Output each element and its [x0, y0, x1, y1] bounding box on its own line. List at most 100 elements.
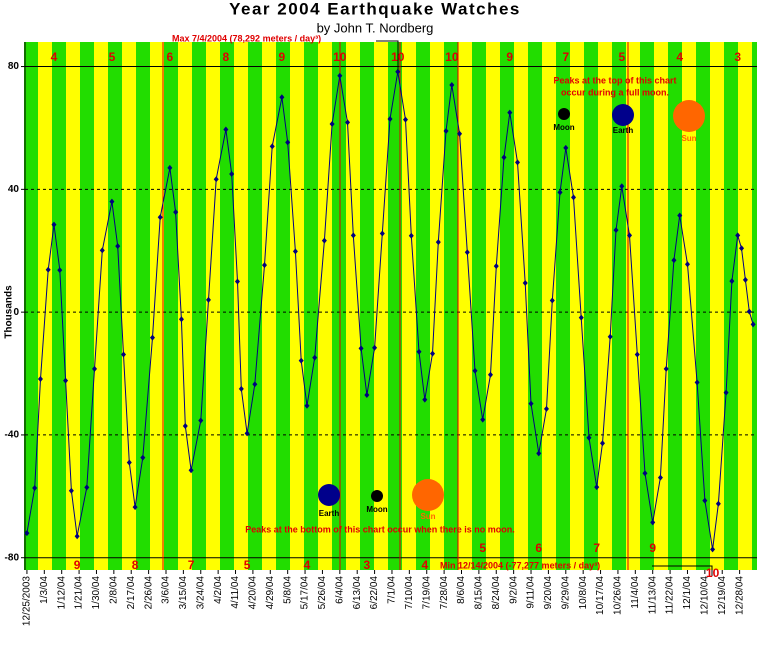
stripe	[52, 42, 66, 570]
sun-icon	[673, 100, 705, 132]
x-tick-label: 5/17/04	[300, 576, 311, 610]
stripe	[206, 42, 220, 570]
stripe	[374, 42, 388, 570]
data-point	[501, 154, 507, 161]
stripe	[122, 42, 136, 570]
data-point	[694, 379, 700, 386]
stripe	[738, 42, 752, 570]
data-point	[627, 232, 633, 239]
stripe	[682, 42, 696, 570]
bottom-note: Peaks at the bottom of this chart occur …	[245, 524, 515, 534]
max-note: Max 7/4/2004 (78,292 meters / day³)	[172, 33, 321, 43]
stripe	[402, 42, 416, 570]
x-tick-label: 2/26/04	[143, 576, 154, 610]
stripe	[38, 42, 52, 570]
stripe	[24, 42, 38, 570]
data-point	[149, 334, 155, 341]
stripe	[192, 42, 206, 570]
x-tick-label: 5/8/04	[282, 576, 293, 604]
top-note: Peaks at the top of this chart	[553, 75, 676, 85]
data-point	[515, 159, 521, 166]
full-moon-rating: 10	[333, 50, 347, 64]
stripe	[640, 42, 654, 570]
data-point	[229, 171, 235, 177]
data-point	[45, 266, 51, 273]
stripe	[710, 42, 724, 570]
data-point	[729, 278, 735, 285]
stripe	[570, 42, 584, 570]
x-tick-label: 3/24/04	[195, 576, 206, 610]
data-point	[261, 262, 267, 269]
stripe	[528, 42, 542, 570]
x-tick-label: 1/3/04	[39, 576, 50, 604]
y-tick-label: -40	[5, 430, 20, 441]
stripe	[668, 42, 682, 570]
full-moon-rating: 9	[506, 50, 513, 64]
data-point	[92, 365, 98, 372]
data-point	[449, 81, 455, 88]
x-tick-label: 6/4/04	[334, 576, 345, 604]
data-point	[285, 139, 291, 146]
data-point	[563, 144, 569, 151]
data-point	[663, 365, 669, 372]
stripe	[178, 42, 192, 570]
new-moon-rating: 9	[649, 541, 656, 555]
stripe	[654, 42, 668, 570]
data-point	[594, 484, 600, 491]
data-point	[173, 209, 179, 216]
stripe	[332, 42, 346, 570]
y-tick-label: -80	[5, 552, 20, 563]
data-point	[132, 504, 138, 511]
x-tick-label: 9/2/04	[508, 576, 519, 604]
data-point	[671, 257, 677, 264]
chart-title: Year 2004 Earthquake Watches	[229, 0, 521, 18]
stripe	[248, 42, 262, 570]
data-point	[223, 126, 229, 133]
new-moon-rating: 6	[535, 541, 542, 555]
data-point	[372, 344, 378, 351]
data-point	[472, 367, 478, 374]
x-tick-label: 7/1/04	[387, 576, 398, 604]
data-point	[37, 376, 43, 383]
data-point	[557, 189, 563, 196]
data-point	[329, 120, 335, 127]
full-moon-rating: 5	[109, 50, 116, 64]
x-tick-label: 8/24/04	[491, 576, 502, 610]
data-point	[395, 68, 401, 75]
data-point	[642, 470, 648, 477]
data-point	[613, 227, 619, 234]
data-point	[408, 232, 414, 239]
stripe	[66, 42, 80, 570]
y-tick-label: 0	[13, 307, 19, 318]
data-point	[650, 519, 656, 526]
data-point	[337, 72, 343, 79]
data-point	[480, 416, 486, 423]
data-point	[238, 385, 244, 392]
data-point	[443, 128, 449, 135]
x-tick-label: 12/28/04	[734, 576, 745, 615]
new-moon-rating: 8	[132, 558, 139, 572]
data-point	[109, 198, 115, 205]
data-point	[430, 350, 436, 357]
data-point	[167, 164, 173, 171]
data-point	[742, 276, 748, 283]
data-point	[115, 243, 121, 250]
data-point	[298, 357, 304, 364]
full-moon-rating: 4	[51, 50, 58, 64]
stripe	[752, 42, 757, 570]
min-pointer	[652, 565, 713, 576]
x-tick-label: 4/11/04	[230, 576, 241, 609]
data-point	[487, 371, 493, 378]
data-point	[188, 467, 194, 474]
data-point	[422, 396, 428, 403]
x-tick-label: 2/8/04	[108, 576, 119, 604]
y-tick-label: 40	[8, 184, 20, 195]
data-point	[379, 230, 385, 237]
x-tick-label: 1/21/04	[74, 576, 85, 610]
icon-label: Sun	[420, 512, 435, 521]
data-point	[68, 487, 74, 494]
chart-subtitle: by John T. Nordberg	[317, 20, 434, 35]
full-moon-rating: 9	[279, 50, 286, 64]
data-point	[402, 116, 408, 123]
data-point	[723, 389, 729, 396]
